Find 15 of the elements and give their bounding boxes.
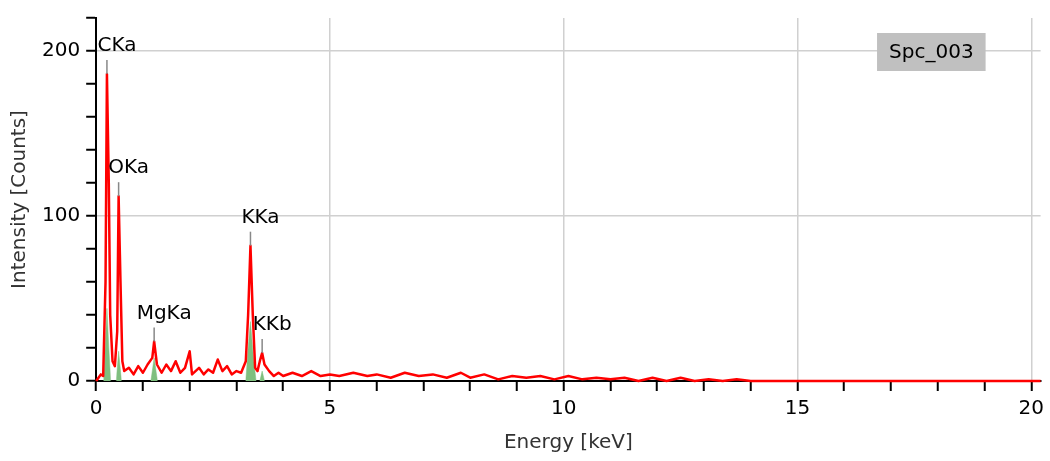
x-tick-label: 5	[323, 395, 337, 420]
y-tick-label: 100	[41, 202, 81, 227]
annotation: KKb	[252, 311, 292, 336]
annotation: CKa	[97, 32, 137, 57]
y-axis-title: Intensity [Counts]	[6, 110, 31, 289]
y-tick-label: 0	[67, 367, 81, 392]
x-tick-label: 10	[550, 395, 577, 420]
x-tick-label: 15	[784, 395, 811, 420]
x-tick-label: 0	[89, 395, 103, 420]
annotation: KKa	[241, 203, 280, 228]
x-tick-label: 20	[1018, 395, 1044, 420]
annotation: MgKa	[136, 299, 192, 324]
y-tick-label: 200	[41, 37, 81, 62]
annotation: Spc_003	[889, 39, 974, 64]
x-axis-title: Energy [keV]	[503, 429, 633, 454]
